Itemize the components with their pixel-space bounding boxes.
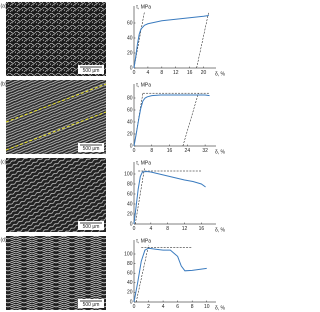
x-tick-label: 12 xyxy=(182,226,188,232)
x-tick-label: 8 xyxy=(160,70,163,76)
scale-box xyxy=(78,221,104,230)
scale-label: 500 μm xyxy=(83,68,100,74)
y-tick-label: 0 xyxy=(130,65,133,71)
panel-label: (b) xyxy=(1,81,7,87)
y-tick-label: 80 xyxy=(127,95,133,101)
y-tick-label: 60 xyxy=(127,271,133,277)
scale-box xyxy=(78,143,104,152)
y-tick-label: 0 xyxy=(130,299,133,305)
x-tick-label: 8 xyxy=(166,226,169,232)
x-tick-label: 4 xyxy=(149,226,152,232)
guide-line xyxy=(135,245,149,303)
y-tick-label: 100 xyxy=(124,171,133,177)
x-tick-label: 16 xyxy=(199,226,205,232)
band-line xyxy=(5,111,107,151)
x-axis-label: δ, % xyxy=(215,149,225,155)
y-tick-label: 80 xyxy=(127,261,133,267)
y-tick-label: 40 xyxy=(127,119,133,125)
panel-label: (a) xyxy=(1,3,7,9)
y-tick-label: 100 xyxy=(124,251,133,257)
x-tick-label: 4 xyxy=(162,304,165,310)
x-tick-label: 16 xyxy=(167,148,173,154)
x-tick-label: 0 xyxy=(133,148,136,154)
x-tick-label: 8 xyxy=(191,304,194,310)
y-tick-label: 20 xyxy=(127,50,133,56)
x-tick-label: 8 xyxy=(150,148,153,154)
y-tick-label: 80 xyxy=(127,181,133,187)
x-tick-label: 4 xyxy=(147,70,150,76)
scale-box xyxy=(78,299,104,308)
x-tick-label: 16 xyxy=(187,70,193,76)
y-tick-label: 40 xyxy=(127,35,133,41)
x-tick-label: 20 xyxy=(201,70,207,76)
x-axis-label: δ, % xyxy=(215,71,225,77)
x-tick-label: 6 xyxy=(176,304,179,310)
micrograph xyxy=(6,236,106,310)
y-tick-label: 0 xyxy=(130,143,133,149)
x-tick-label: 0 xyxy=(133,304,136,310)
figure: 500 μm (a) 500 μm (b) 500 μm (c) 500 μm (d) τ, M… xyxy=(1,2,225,311)
x-axis-label: δ, % xyxy=(215,305,225,311)
x-tick-label: 0 xyxy=(133,226,136,232)
panel-label: (d) xyxy=(1,237,7,243)
guide-line xyxy=(196,11,210,69)
y-tick-label: 60 xyxy=(127,191,133,197)
y-tick-label: 60 xyxy=(127,20,133,26)
y-axis-label: τ, MPa xyxy=(136,238,151,244)
y-tick-label: 20 xyxy=(127,211,133,217)
scale-label: 500 μm xyxy=(83,302,100,308)
x-tick-label: 0 xyxy=(133,70,136,76)
x-tick-label: 32 xyxy=(202,148,208,154)
scale-label: 500 μm xyxy=(83,146,100,152)
curve xyxy=(133,15,209,69)
y-tick-label: 60 xyxy=(127,107,133,113)
micrograph xyxy=(6,2,106,76)
curve xyxy=(133,170,206,225)
y-tick-label: 20 xyxy=(127,290,133,296)
y-tick-label: 40 xyxy=(127,280,133,286)
y-tick-label: 40 xyxy=(127,201,133,207)
micrograph xyxy=(6,158,106,232)
guide-line xyxy=(182,93,199,147)
y-axis-label: τ, MPa xyxy=(136,4,151,10)
y-axis-label: τ, MPa xyxy=(136,82,151,88)
y-axis-label: τ, MPa xyxy=(136,160,151,166)
x-tick-label: 12 xyxy=(173,70,179,76)
micrograph xyxy=(6,80,106,154)
curve xyxy=(133,247,207,303)
x-tick-label: 24 xyxy=(185,148,191,154)
scale-box xyxy=(78,65,104,74)
y-tick-label: 0 xyxy=(130,221,133,227)
panel-label: (c) xyxy=(1,159,7,165)
scale-label: 500 μm xyxy=(83,224,100,230)
x-tick-label: 2 xyxy=(147,304,150,310)
band-line xyxy=(5,83,107,123)
y-tick-label: 20 xyxy=(127,131,133,137)
curve xyxy=(133,94,210,147)
x-tick-label: 10 xyxy=(204,304,210,310)
x-axis-label: δ, % xyxy=(215,227,225,233)
